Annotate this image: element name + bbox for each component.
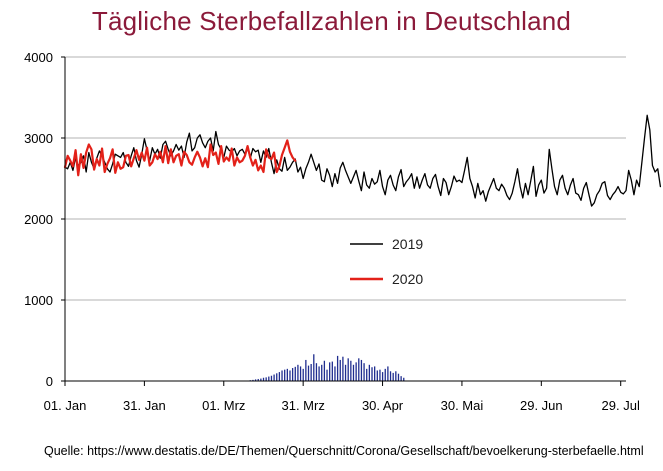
bar: [265, 377, 267, 381]
bar: [344, 364, 347, 381]
legend-label-2020: 2020: [392, 271, 423, 287]
bar: [395, 371, 397, 381]
x-tick-label-0: 01. Jan: [44, 398, 87, 413]
chart-title: Tägliche Sterbefallzahlen in Deutschland: [91, 6, 572, 36]
bar: [326, 369, 328, 381]
bar: [387, 366, 389, 381]
bar: [355, 362, 357, 381]
bar: [315, 363, 318, 381]
bar: [313, 354, 315, 381]
x-tick-label-3: 31. Mrz: [281, 398, 324, 413]
bar: [289, 370, 291, 381]
y-tick-label-1000: 1000: [24, 293, 53, 308]
bar: [257, 378, 259, 381]
bar: [363, 363, 365, 381]
bar: [368, 364, 371, 381]
bar: [294, 366, 296, 381]
x-tick-label-7: 29. Jul: [602, 398, 640, 413]
bar: [321, 364, 323, 381]
x-tick-label-6: 29. Jun: [520, 398, 563, 413]
bar: [366, 368, 368, 381]
x-tick-label-1: 31. Jan: [123, 398, 166, 413]
bar: [379, 369, 381, 381]
bar: [397, 373, 400, 381]
x-tick-label-5: 30. Mai: [441, 398, 484, 413]
bar: [291, 368, 294, 381]
x-tick-label-2: 01. Mrz: [202, 398, 245, 413]
bar: [339, 359, 341, 381]
bar: [310, 363, 312, 381]
bar: [262, 377, 265, 381]
daily-bars: [246, 354, 405, 381]
bar: [286, 368, 288, 381]
bar: [350, 360, 352, 381]
bar: [384, 368, 386, 381]
bar: [331, 361, 333, 381]
bar: [254, 379, 257, 381]
bar: [342, 356, 344, 381]
bar: [360, 359, 363, 381]
y-tick-label-0: 0: [46, 374, 53, 389]
bar: [347, 358, 349, 381]
bar: [278, 372, 281, 381]
bar: [376, 370, 378, 381]
bar: [252, 379, 254, 381]
y-tick-label-2000: 2000: [24, 212, 53, 227]
bar: [270, 375, 273, 381]
series-line-2019: [64, 114, 662, 207]
bar: [260, 378, 262, 381]
bar: [358, 358, 360, 381]
bar: [305, 359, 307, 381]
bar: [336, 355, 339, 381]
series-lines: [63, 114, 662, 207]
bar: [329, 362, 331, 381]
y-tick-label-4000: 4000: [24, 50, 53, 65]
bar: [281, 370, 283, 381]
bar: [403, 377, 405, 381]
bar: [302, 368, 304, 381]
bar: [389, 371, 392, 381]
bar: [392, 372, 394, 381]
bar: [273, 374, 275, 381]
bar: [268, 376, 270, 381]
series-line-2020: [63, 139, 297, 177]
y-tick-label-3000: 3000: [24, 131, 53, 146]
bar: [374, 366, 376, 381]
bar: [297, 364, 299, 381]
bar: [299, 366, 302, 381]
bar: [334, 366, 336, 381]
bar: [323, 360, 326, 381]
source-note: Quelle: https://www.destatis.de/DE/Theme…: [44, 444, 644, 458]
legend: 2019 2020: [350, 236, 423, 287]
gridlines: [65, 56, 626, 301]
bar: [318, 366, 320, 381]
bar: [400, 376, 402, 381]
legend-label-2019: 2019: [392, 236, 423, 252]
bar: [307, 365, 310, 381]
bar: [284, 369, 286, 381]
bar: [371, 367, 373, 381]
bar: [276, 373, 278, 381]
axes: 0 1000 2000 3000 4000 01. Jan 31. Jan 01. Mrz 31…: [24, 50, 640, 413]
bar: [381, 372, 384, 381]
x-tick-label-4: 30. Apr: [362, 398, 404, 413]
bar: [352, 364, 355, 381]
